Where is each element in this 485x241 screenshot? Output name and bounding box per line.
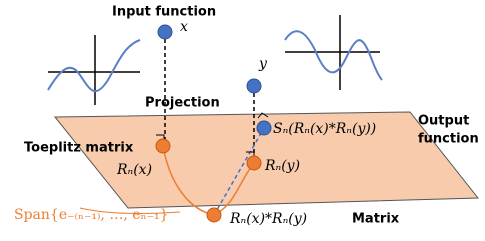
output-point	[257, 121, 271, 135]
label: Sₙ(Rₙ(x)*Rₙ(y))	[273, 121, 376, 137]
label: Input function	[112, 5, 216, 20]
projected-point	[247, 156, 261, 170]
label: Output	[418, 114, 469, 129]
label: function	[418, 132, 479, 147]
projected-point	[156, 139, 170, 153]
output-graph	[285, 15, 382, 90]
diagram: Input function x y Projection Output fun…	[0, 0, 485, 241]
product-point	[207, 208, 221, 222]
input-point	[158, 25, 172, 39]
label: Toeplitz matrix	[24, 141, 134, 156]
label: Projection	[145, 96, 220, 111]
label: Span{e₋₍ₙ₋₁₎, …, eₙ₋₁}	[14, 207, 169, 223]
input-point	[247, 79, 261, 93]
label: Rₙ(x)*Rₙ(y)	[229, 211, 307, 227]
input-graph	[48, 35, 140, 105]
label: Matrix	[352, 212, 400, 227]
label: Rₙ(y)	[264, 158, 300, 174]
label: Rₙ(x)	[116, 162, 152, 178]
label: x	[180, 19, 188, 35]
label: y	[258, 56, 268, 72]
